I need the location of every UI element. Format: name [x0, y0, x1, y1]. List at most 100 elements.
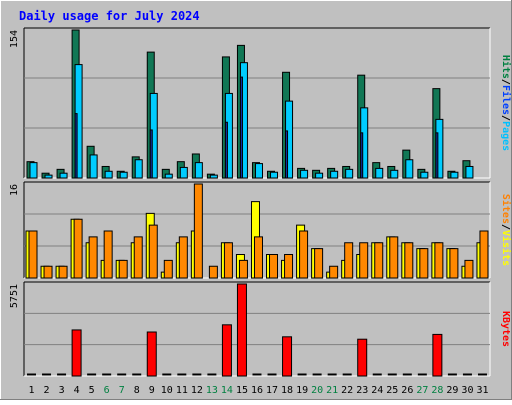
x-tick-label-day-19: 19 — [296, 385, 308, 396]
legend-hits: Hits — [500, 55, 512, 79]
sites-bar-day-22 — [344, 242, 354, 279]
sites-bar-day-20 — [314, 248, 324, 279]
sites-bar-day-12 — [193, 183, 203, 279]
sites-bar-day-11 — [178, 236, 188, 279]
x-tick-label-day-22: 22 — [341, 385, 353, 396]
pages-bar-day-30 — [465, 165, 474, 179]
x-tick-label-day-21: 21 — [326, 385, 338, 396]
sites-bar-day-21 — [329, 265, 339, 279]
x-tick-label-day-28: 28 — [431, 385, 443, 396]
sites-bar-day-25 — [389, 236, 399, 279]
x-tick-label-day-24: 24 — [371, 385, 383, 396]
sites-bar-day-30 — [464, 259, 474, 279]
kbytes-bar-day-18 — [282, 336, 293, 377]
legend-separator: / — [500, 115, 511, 121]
legend-visits: Visits — [500, 230, 512, 266]
kbytes-bar-day-15 — [236, 283, 247, 377]
x-tick-label-day-16: 16 — [251, 385, 263, 396]
x-tick-label-day-12: 12 — [191, 385, 203, 396]
pages-bar-day-13 — [209, 174, 218, 179]
pages-bar-day-5 — [89, 154, 98, 179]
files-bar-day-4 — [74, 113, 78, 179]
x-tick-label-day-15: 15 — [236, 385, 248, 396]
x-tick-label-day-6: 6 — [104, 385, 110, 396]
pages-bar-day-19 — [300, 169, 309, 179]
x-tick-label-day-14: 14 — [221, 385, 233, 396]
pages-bar-day-8 — [134, 159, 143, 179]
sites-bar-day-13 — [208, 265, 218, 279]
pages-bar-day-3 — [59, 172, 68, 179]
files-bar-day-9 — [149, 129, 153, 179]
sites-bar-day-19 — [299, 230, 309, 279]
panel-2-plot — [24, 282, 490, 376]
sites-bar-day-4 — [73, 218, 83, 279]
files-bar-day-23 — [360, 132, 364, 179]
x-tick-label-day-30: 30 — [461, 385, 473, 396]
sites-bar-day-27 — [419, 248, 429, 279]
x-tick-label-day-11: 11 — [176, 385, 188, 396]
x-tick-label-day-18: 18 — [281, 385, 293, 396]
panel-2-y-max-label: 5751 — [9, 284, 20, 308]
kbytes-bar-day-23 — [357, 338, 368, 377]
pages-bar-day-10 — [164, 173, 173, 179]
x-tick-label-day-27: 27 — [416, 385, 428, 396]
x-tick-label-day-10: 10 — [161, 385, 173, 396]
sites-bar-day-23 — [359, 242, 369, 279]
kbytes-bar-day-28 — [432, 333, 443, 377]
pages-bar-day-24 — [375, 167, 384, 179]
sites-bar-day-7 — [118, 259, 128, 279]
pages-bar-day-7 — [119, 171, 128, 179]
sites-bar-day-18 — [284, 254, 294, 279]
sites-bar-day-8 — [133, 236, 143, 279]
chart-title: Daily usage for July 2024 — [19, 9, 200, 23]
x-tick-label-day-31: 31 — [476, 385, 488, 396]
x-tick-label-day-3: 3 — [59, 385, 65, 396]
sites-bar-day-26 — [404, 242, 414, 279]
pages-bar-day-2 — [44, 174, 53, 179]
sites-bar-day-10 — [163, 259, 173, 279]
sites-bar-day-28 — [434, 242, 444, 279]
sites-bar-day-6 — [103, 230, 113, 279]
pages-bar-day-21 — [330, 170, 339, 179]
sites-bar-day-3 — [58, 265, 68, 279]
x-tick-label-day-2: 2 — [44, 385, 50, 396]
panel-0-y-max-label: 154 — [9, 30, 20, 48]
x-tick-label-day-5: 5 — [89, 385, 95, 396]
x-tick-label-day-23: 23 — [356, 385, 368, 396]
x-tick-label-day-29: 29 — [446, 385, 458, 396]
sites-bar-day-31 — [479, 230, 489, 279]
x-tick-label-day-17: 17 — [266, 385, 278, 396]
sites-bar-day-17 — [269, 254, 279, 279]
sites-bar-day-9 — [148, 224, 158, 279]
x-tick-label-day-9: 9 — [149, 385, 155, 396]
pages-bar-day-1 — [29, 162, 38, 179]
panel-0-legend: Hits/Files/Pages — [500, 55, 512, 151]
files-bar-day-28 — [435, 132, 439, 179]
sites-bar-day-29 — [449, 248, 459, 279]
x-tick-label-day-13: 13 — [206, 385, 218, 396]
legend-pages: Pages — [500, 121, 511, 151]
sites-bar-day-16 — [253, 236, 263, 279]
kbytes-bar-day-9 — [146, 331, 157, 377]
pages-bar-day-6 — [104, 170, 113, 179]
x-tick-label-day-1: 1 — [29, 385, 35, 396]
x-tick-label-day-4: 4 — [74, 385, 80, 396]
pages-bar-day-29 — [450, 171, 459, 179]
files-bar-day-15 — [239, 76, 243, 179]
sites-bar-day-14 — [223, 242, 233, 279]
panel-1-y-max-label: 16 — [9, 184, 20, 196]
x-tick-label-day-20: 20 — [311, 385, 323, 396]
legend-kbytes: KBytes — [500, 311, 511, 347]
pages-bar-day-11 — [179, 166, 188, 179]
x-tick-label-day-7: 7 — [119, 385, 125, 396]
pages-bar-day-12 — [194, 162, 203, 179]
files-bar-day-14 — [224, 121, 228, 179]
sites-bar-day-24 — [374, 242, 384, 279]
pages-bar-day-22 — [345, 168, 354, 179]
sites-bar-day-1 — [28, 230, 38, 279]
x-tick-label-day-26: 26 — [401, 385, 413, 396]
legend-files: Files — [500, 85, 512, 115]
legend-sites: Sites — [500, 194, 512, 224]
pages-bar-day-16 — [254, 163, 263, 179]
